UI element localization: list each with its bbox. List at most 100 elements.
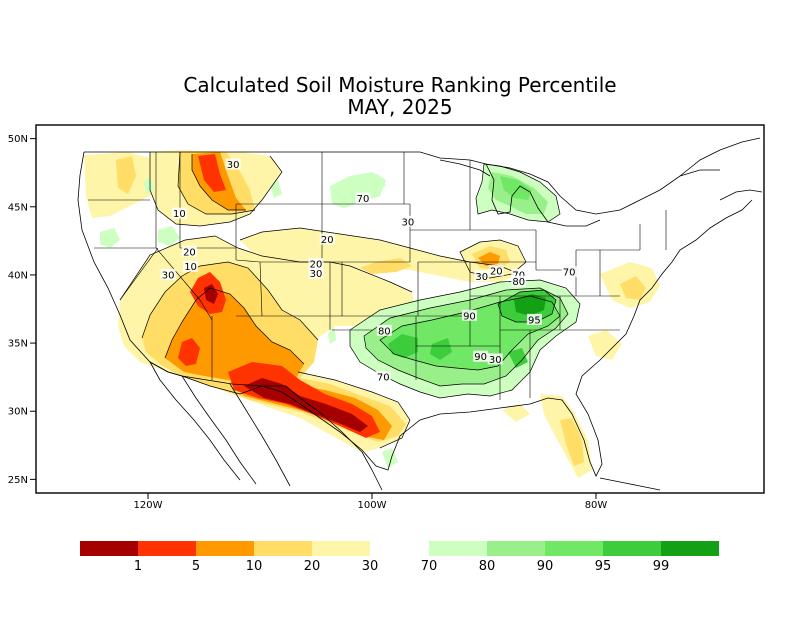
contour-label: 20 (310, 260, 323, 271)
contour-label-background (511, 268, 527, 280)
state-lines-east (470, 210, 667, 400)
contour-label-background (319, 233, 335, 245)
map-subtitle: MAY, 2025 (347, 95, 453, 119)
very-dry-region-idaho (198, 154, 226, 192)
lat-tick-label: 40N (8, 270, 28, 281)
contour-label-background (473, 350, 489, 362)
contour-label-background (376, 324, 392, 336)
legend-label-wet-end: 99 (653, 559, 670, 574)
contour-label-background (526, 313, 542, 325)
baja-coast (149, 361, 241, 481)
legend-label-wet: 70 (421, 559, 438, 574)
axis-ticks: 50N 45N 40N 35N 30N 25N 120W 100W 80W (8, 134, 608, 511)
wet-region-texas-small (328, 326, 336, 344)
contour-label-background (308, 267, 324, 279)
legend-swatch-wet (429, 541, 487, 556)
us-mexico-border (149, 361, 363, 453)
plot-frame (35, 124, 765, 494)
nova-scotia-outline (719, 189, 763, 201)
legend-label-wet: 90 (537, 559, 554, 574)
state-lines-central (321, 152, 471, 380)
legend-label-wet: 95 (595, 559, 612, 574)
lon-tick-label: 100W (358, 500, 387, 511)
contour-label: 30 (162, 270, 175, 281)
great-lakes-outline (485, 163, 601, 227)
mexico-gulf-coast (361, 451, 383, 491)
legend-label-dry: 20 (304, 559, 321, 574)
contour-90-ohio (379, 295, 561, 371)
contour-label: 30 (227, 160, 240, 171)
contour-label-background (181, 245, 197, 257)
legend-label-dry: 5 (192, 559, 200, 574)
wet-region-texas-gulf (382, 448, 398, 468)
color-legend: 1 5 10 20 30 70 80 90 95 99 (80, 541, 719, 574)
lon-tick-label: 80W (585, 500, 608, 511)
contour-label-background (511, 275, 527, 287)
contour-label: 70 (377, 373, 390, 384)
wet-region-arkansas (388, 334, 418, 358)
contour-label: 80 (378, 326, 391, 337)
wet-region-mississippi (508, 348, 528, 368)
wet-region-idaho-small (158, 226, 180, 246)
contour-30-north (149, 152, 283, 227)
contour-label: 95 (528, 315, 541, 326)
legend-swatch-wet (545, 541, 603, 556)
lon-tick-label: 120W (134, 500, 163, 511)
contour-10-north (191, 154, 246, 211)
contour-label: 20 (321, 235, 334, 246)
contour-label: 70 (357, 194, 370, 205)
contour-label: 80 (512, 277, 525, 288)
lake-superior-outline (439, 159, 491, 177)
lat-tick-label: 25N (8, 475, 28, 486)
contour-label: 30 (475, 272, 488, 283)
dry-region-florida-inner (560, 418, 584, 466)
contour-label-background (474, 270, 490, 282)
contour-label: 10 (184, 262, 197, 273)
canada-coast (679, 137, 761, 177)
contour-20-north (177, 151, 256, 215)
contour-label-background (183, 260, 199, 272)
map-title: Calculated Soil Moisture Ranking Percent… (183, 73, 617, 97)
legend-swatch-wet (603, 541, 661, 556)
wet-region-kentucky-core (514, 294, 546, 316)
contour-10-southwest (164, 287, 305, 365)
lat-tick-label: 50N (8, 134, 28, 145)
contour-label-background (488, 264, 504, 276)
contour-70-michigan (475, 163, 561, 223)
baja-inner-coast (181, 375, 257, 485)
us-canada-border (84, 151, 720, 215)
contour-30-west (119, 235, 413, 301)
contour-label-background (375, 371, 391, 383)
contour-labels: 3010703020201030203020307070809095809030… (160, 158, 577, 384)
contour-label: 10 (173, 209, 186, 220)
percentile-contours (119, 151, 581, 449)
contour-label-background (487, 353, 503, 365)
contour-label-background (561, 266, 577, 278)
contour-label: 30 (401, 217, 414, 228)
contour-label-background (171, 207, 187, 219)
dry-region-gulf-coast (502, 404, 530, 422)
lat-tick-label: 35N (8, 339, 28, 350)
dry-region-illinois-core (478, 252, 500, 266)
contour-label-background (160, 268, 176, 280)
contour-label: 90 (474, 352, 487, 363)
legend-swatch-wet (487, 541, 545, 556)
contour-label: 30 (310, 269, 323, 280)
legend-swatch-dry (138, 541, 196, 556)
legend-label-dry: 10 (246, 559, 263, 574)
legend-swatch-dry (80, 541, 138, 556)
legend-swatch-dry (254, 541, 312, 556)
contour-20-texas (297, 371, 411, 449)
contour-label-background (400, 215, 416, 227)
dry-region-arizona-newmexico (165, 288, 304, 382)
legend-swatch-dry (196, 541, 254, 556)
wet-region-oregon (100, 228, 120, 248)
legend-label-wet: 80 (479, 559, 496, 574)
percentile-shading (84, 150, 660, 478)
wet-region-minnesota (362, 174, 386, 190)
cuba-outline (599, 477, 661, 491)
dry-region-central-plains (240, 228, 520, 282)
extreme-dry-region-southern-border (244, 378, 368, 432)
legend-swatch-dry (312, 541, 370, 556)
contour-80-ohio (363, 287, 569, 387)
